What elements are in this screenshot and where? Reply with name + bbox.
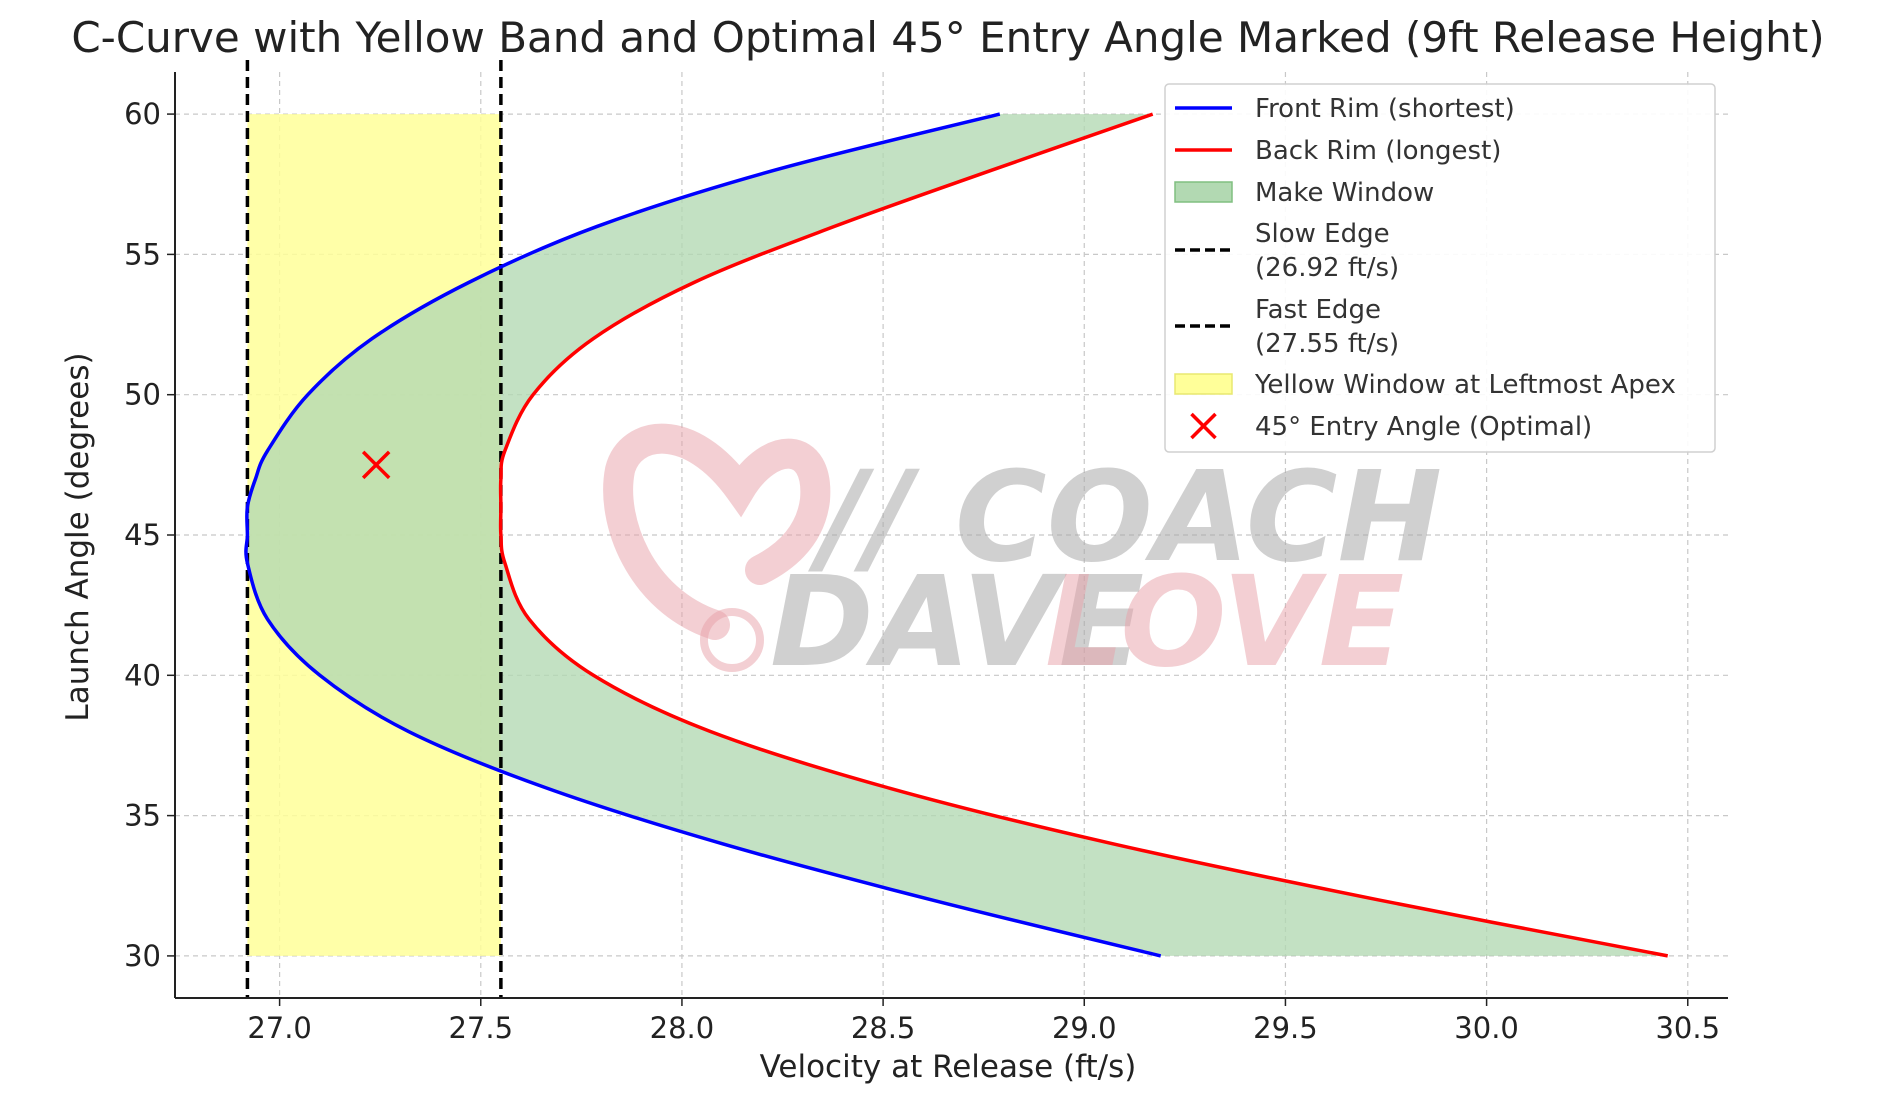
- watermark-ball-icon: [700, 608, 764, 672]
- x-tick-label: 29.5: [1253, 1011, 1318, 1045]
- x-tick-label: 27.0: [247, 1011, 312, 1045]
- x-tick-label: 28.0: [650, 1011, 715, 1045]
- legend-label: Front Rim (shortest): [1255, 94, 1515, 124]
- legend-front-rim: Front Rim (shortest): [1175, 94, 1515, 124]
- marker-stroke: [361, 450, 391, 480]
- make-window-area: [245, 114, 1668, 956]
- legend-yellow-window: Yellow Window at Leftmost Apex: [1174, 370, 1676, 400]
- legend-back-rim: Back Rim (longest): [1175, 136, 1501, 166]
- y-axis-label: Launch Angle (degrees): [60, 352, 96, 721]
- watermark-dave-text: DAVE: [770, 550, 1144, 695]
- legend-label: Make Window: [1255, 178, 1434, 208]
- marker-layer: [361, 450, 391, 480]
- x-tick-label: 30.5: [1655, 1011, 1720, 1045]
- y-tick-label: 55: [124, 237, 161, 271]
- front-rim-line: [244, 112, 1162, 958]
- x-tick-label: 29.0: [1052, 1011, 1117, 1045]
- legend-slow-edge: Slow Edge (26.92 ft/s): [1175, 219, 1399, 283]
- make-window-layer: [245, 114, 1668, 956]
- legend-box: [1164, 83, 1716, 453]
- x-axis-label: Velocity at Release (ft/s): [760, 1049, 1137, 1085]
- series-layer: [244, 112, 1669, 958]
- watermark-coach-text: // COACH: [807, 445, 1442, 590]
- optimal-entry-marker: [361, 450, 391, 480]
- legend-label: Yellow Window at Leftmost Apex: [1254, 370, 1676, 400]
- axes: [167, 72, 1728, 1006]
- legend-swatch: [1174, 373, 1233, 395]
- legend-fast-edge: Fast Edge (27.55 ft/s): [1175, 295, 1399, 359]
- legend-label: 45° Entry Angle (Optimal): [1255, 412, 1592, 442]
- legend-make-window: Make Window: [1174, 178, 1434, 208]
- y-tick-label: 50: [124, 378, 161, 412]
- chart-title: C-Curve with Yellow Band and Optimal 45°…: [71, 13, 1824, 62]
- legend-swatch: [1174, 181, 1233, 203]
- legend-label: Back Rim (longest): [1255, 136, 1501, 166]
- legend-label: Fast Edge (27.55 ft/s): [1255, 295, 1399, 359]
- tick-labels: 27.0 27.5 28.0 28.5 29.0 29.5 30.0 30.5 30 35 40 45…: [124, 97, 1720, 1045]
- legend: Front Rim (shortest) Back Rim (longest) Ma…: [1164, 83, 1716, 453]
- legend-swatch: [1190, 412, 1217, 440]
- y-tick-label: 45: [124, 518, 161, 552]
- legend-optimal-entry: 45° Entry Angle (Optimal): [1190, 412, 1592, 442]
- y-tick-label: 60: [124, 97, 161, 131]
- legend-label: Slow Edge (26.92 ft/s): [1255, 219, 1399, 283]
- x-tick-label: 28.5: [851, 1011, 916, 1045]
- watermark-logo: // COACH DAVE LOVE: [603, 423, 1442, 695]
- x-tick-label: 30.0: [1454, 1011, 1519, 1045]
- back-rim-line: [498, 112, 1669, 958]
- y-tick-label: 30: [124, 939, 161, 973]
- x-tick-label: 27.5: [448, 1011, 513, 1045]
- watermark-love-text: LOVE: [1045, 550, 1404, 695]
- watermark-heart-icon: [603, 423, 831, 640]
- y-tick-label: 35: [124, 799, 161, 833]
- y-tick-label: 40: [124, 658, 161, 692]
